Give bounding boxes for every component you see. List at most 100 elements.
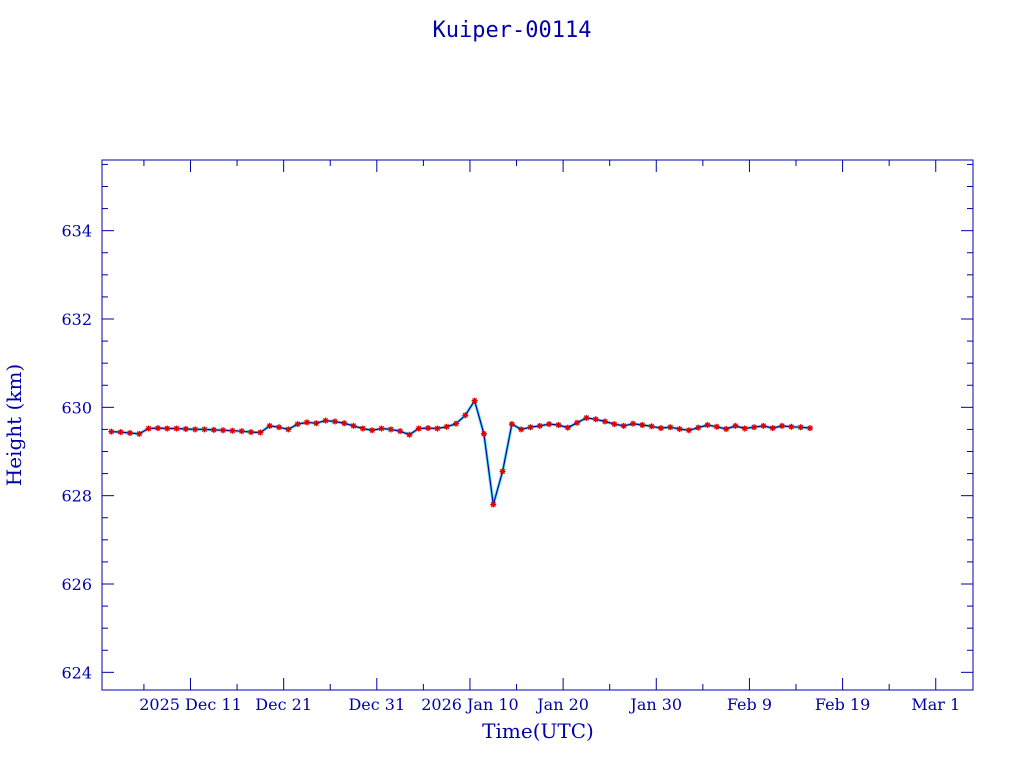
- data-point: [303, 419, 310, 426]
- data-point: [108, 428, 115, 435]
- data-point: [136, 430, 143, 437]
- data-point: [602, 418, 609, 425]
- data-point: [117, 429, 124, 436]
- data-point: [704, 422, 711, 428]
- data-point: [238, 428, 245, 435]
- data-point: [443, 423, 450, 430]
- data-point: [462, 412, 469, 419]
- data-point: [154, 425, 161, 432]
- data-point: [536, 422, 543, 429]
- data-point: [769, 425, 776, 432]
- x-axis-label: Time(UTC): [482, 719, 594, 743]
- data-point: [788, 423, 795, 430]
- data-point: [257, 429, 264, 436]
- data-point: [434, 425, 441, 432]
- data-point: [294, 421, 301, 428]
- data-point: [574, 419, 581, 426]
- data-point: [518, 426, 525, 433]
- x-tick-label: Jan 20: [535, 695, 589, 714]
- data-point: [248, 429, 255, 436]
- data-point: [406, 431, 413, 438]
- data-point: [490, 501, 497, 508]
- data-point: [192, 426, 199, 433]
- data-point: [583, 414, 590, 421]
- data-point: [611, 421, 618, 428]
- data-point: [741, 425, 748, 432]
- x-tick-label: Dec 21: [255, 695, 312, 714]
- data-point: [378, 425, 385, 432]
- chart-title: Kuiper-00114: [433, 18, 592, 43]
- data-point: [499, 468, 506, 475]
- data-point: [676, 425, 683, 432]
- data-point: [760, 422, 767, 429]
- data-point: [359, 425, 366, 432]
- x-axis: 2025 Dec 11 Dec 21 Dec 31 2026 Jan 10 Jan 20…: [139, 160, 960, 714]
- data-point: [341, 420, 348, 427]
- data-point: [220, 427, 227, 434]
- data-point: [210, 426, 217, 433]
- x-tick-label: Mar 1: [911, 695, 960, 714]
- x-tick-label: 2026 Jan 10: [421, 695, 519, 714]
- data-point: [275, 424, 282, 431]
- x-tick-label: Feb 9: [727, 695, 772, 714]
- y-tick-label: 630: [61, 398, 92, 417]
- data-point: [145, 425, 152, 432]
- data-point: [425, 425, 432, 432]
- data-point: [266, 422, 273, 429]
- data-point: [555, 422, 562, 428]
- x-tick-label: Dec 31: [348, 695, 405, 714]
- data-point: [564, 424, 571, 431]
- data-point: [313, 420, 320, 427]
- data-point: [797, 424, 804, 431]
- data-point: [387, 426, 394, 433]
- data-point: [685, 427, 692, 434]
- data-point: [480, 430, 487, 437]
- data-point: [508, 421, 515, 428]
- y-tick-label: 634: [61, 222, 92, 241]
- data-point: [667, 424, 674, 431]
- series-halo: [111, 397, 811, 505]
- data-point: [639, 422, 646, 428]
- data-point: [397, 428, 404, 435]
- data-point: [695, 424, 702, 431]
- series-layer: [108, 397, 813, 508]
- data-point: [629, 420, 636, 427]
- y-tick-label: 628: [61, 487, 92, 506]
- data-point: [201, 426, 208, 433]
- data-point: [369, 427, 376, 434]
- data-point: [415, 425, 422, 432]
- data-point: [229, 427, 236, 434]
- y-tick-label: 632: [61, 310, 92, 329]
- data-point: [713, 423, 720, 430]
- data-point: [350, 422, 357, 429]
- y-axis-label: Height (km): [2, 364, 26, 486]
- data-point: [592, 416, 599, 423]
- data-point: [648, 423, 655, 430]
- data-point: [126, 429, 133, 436]
- data-point: [657, 425, 664, 432]
- data-point: [471, 397, 478, 404]
- data-point: [620, 422, 627, 429]
- data-point: [806, 425, 813, 432]
- data-point: [527, 424, 534, 431]
- x-tick-label: Jan 30: [628, 695, 682, 714]
- data-point: [452, 420, 459, 427]
- data-point: [322, 417, 329, 424]
- data-point: [546, 421, 553, 428]
- data-point: [285, 426, 292, 433]
- y-tick-label: 624: [61, 663, 92, 682]
- x-tick-label: Feb 19: [815, 695, 870, 714]
- y-tick-label: 626: [61, 575, 92, 594]
- data-point: [164, 425, 171, 432]
- x-tick-label: 2025 Dec 11: [139, 695, 242, 714]
- data-point: [182, 425, 189, 432]
- plot-frame: [101, 159, 974, 691]
- data-point: [732, 422, 739, 429]
- data-point: [723, 425, 730, 432]
- data-point: [331, 418, 338, 425]
- y-axis: 624 626 628 630 632 634: [61, 163, 973, 682]
- data-point: [779, 422, 786, 429]
- series-line: [111, 399, 811, 505]
- data-point: [173, 425, 180, 432]
